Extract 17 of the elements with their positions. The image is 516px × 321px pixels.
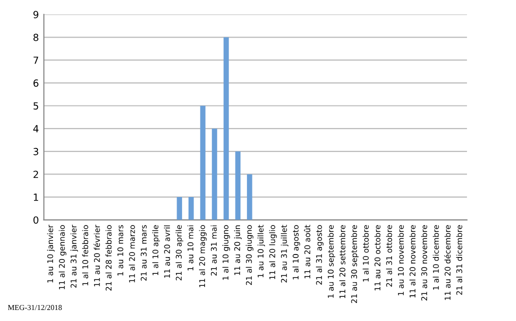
y-tick-label: 0 — [33, 216, 38, 224]
bar — [200, 106, 206, 220]
y-tick-label: 7 — [34, 56, 38, 64]
y-tick-label: 5 — [34, 102, 38, 110]
y-tick-label: 4 — [33, 125, 38, 132]
y-tick-label: 8 — [33, 34, 38, 42]
bar — [246, 174, 252, 220]
y-tick-label: 2 — [34, 170, 38, 178]
bar — [224, 37, 229, 220]
y-tick-label: 1 — [34, 194, 38, 201]
bar — [212, 128, 218, 220]
bar — [176, 197, 182, 220]
bar — [235, 151, 241, 220]
y-tick-label: 3 — [34, 148, 38, 156]
y-tick-label: 9 — [33, 10, 38, 18]
y-tick-label: 6 — [33, 79, 38, 87]
bar — [188, 197, 194, 220]
